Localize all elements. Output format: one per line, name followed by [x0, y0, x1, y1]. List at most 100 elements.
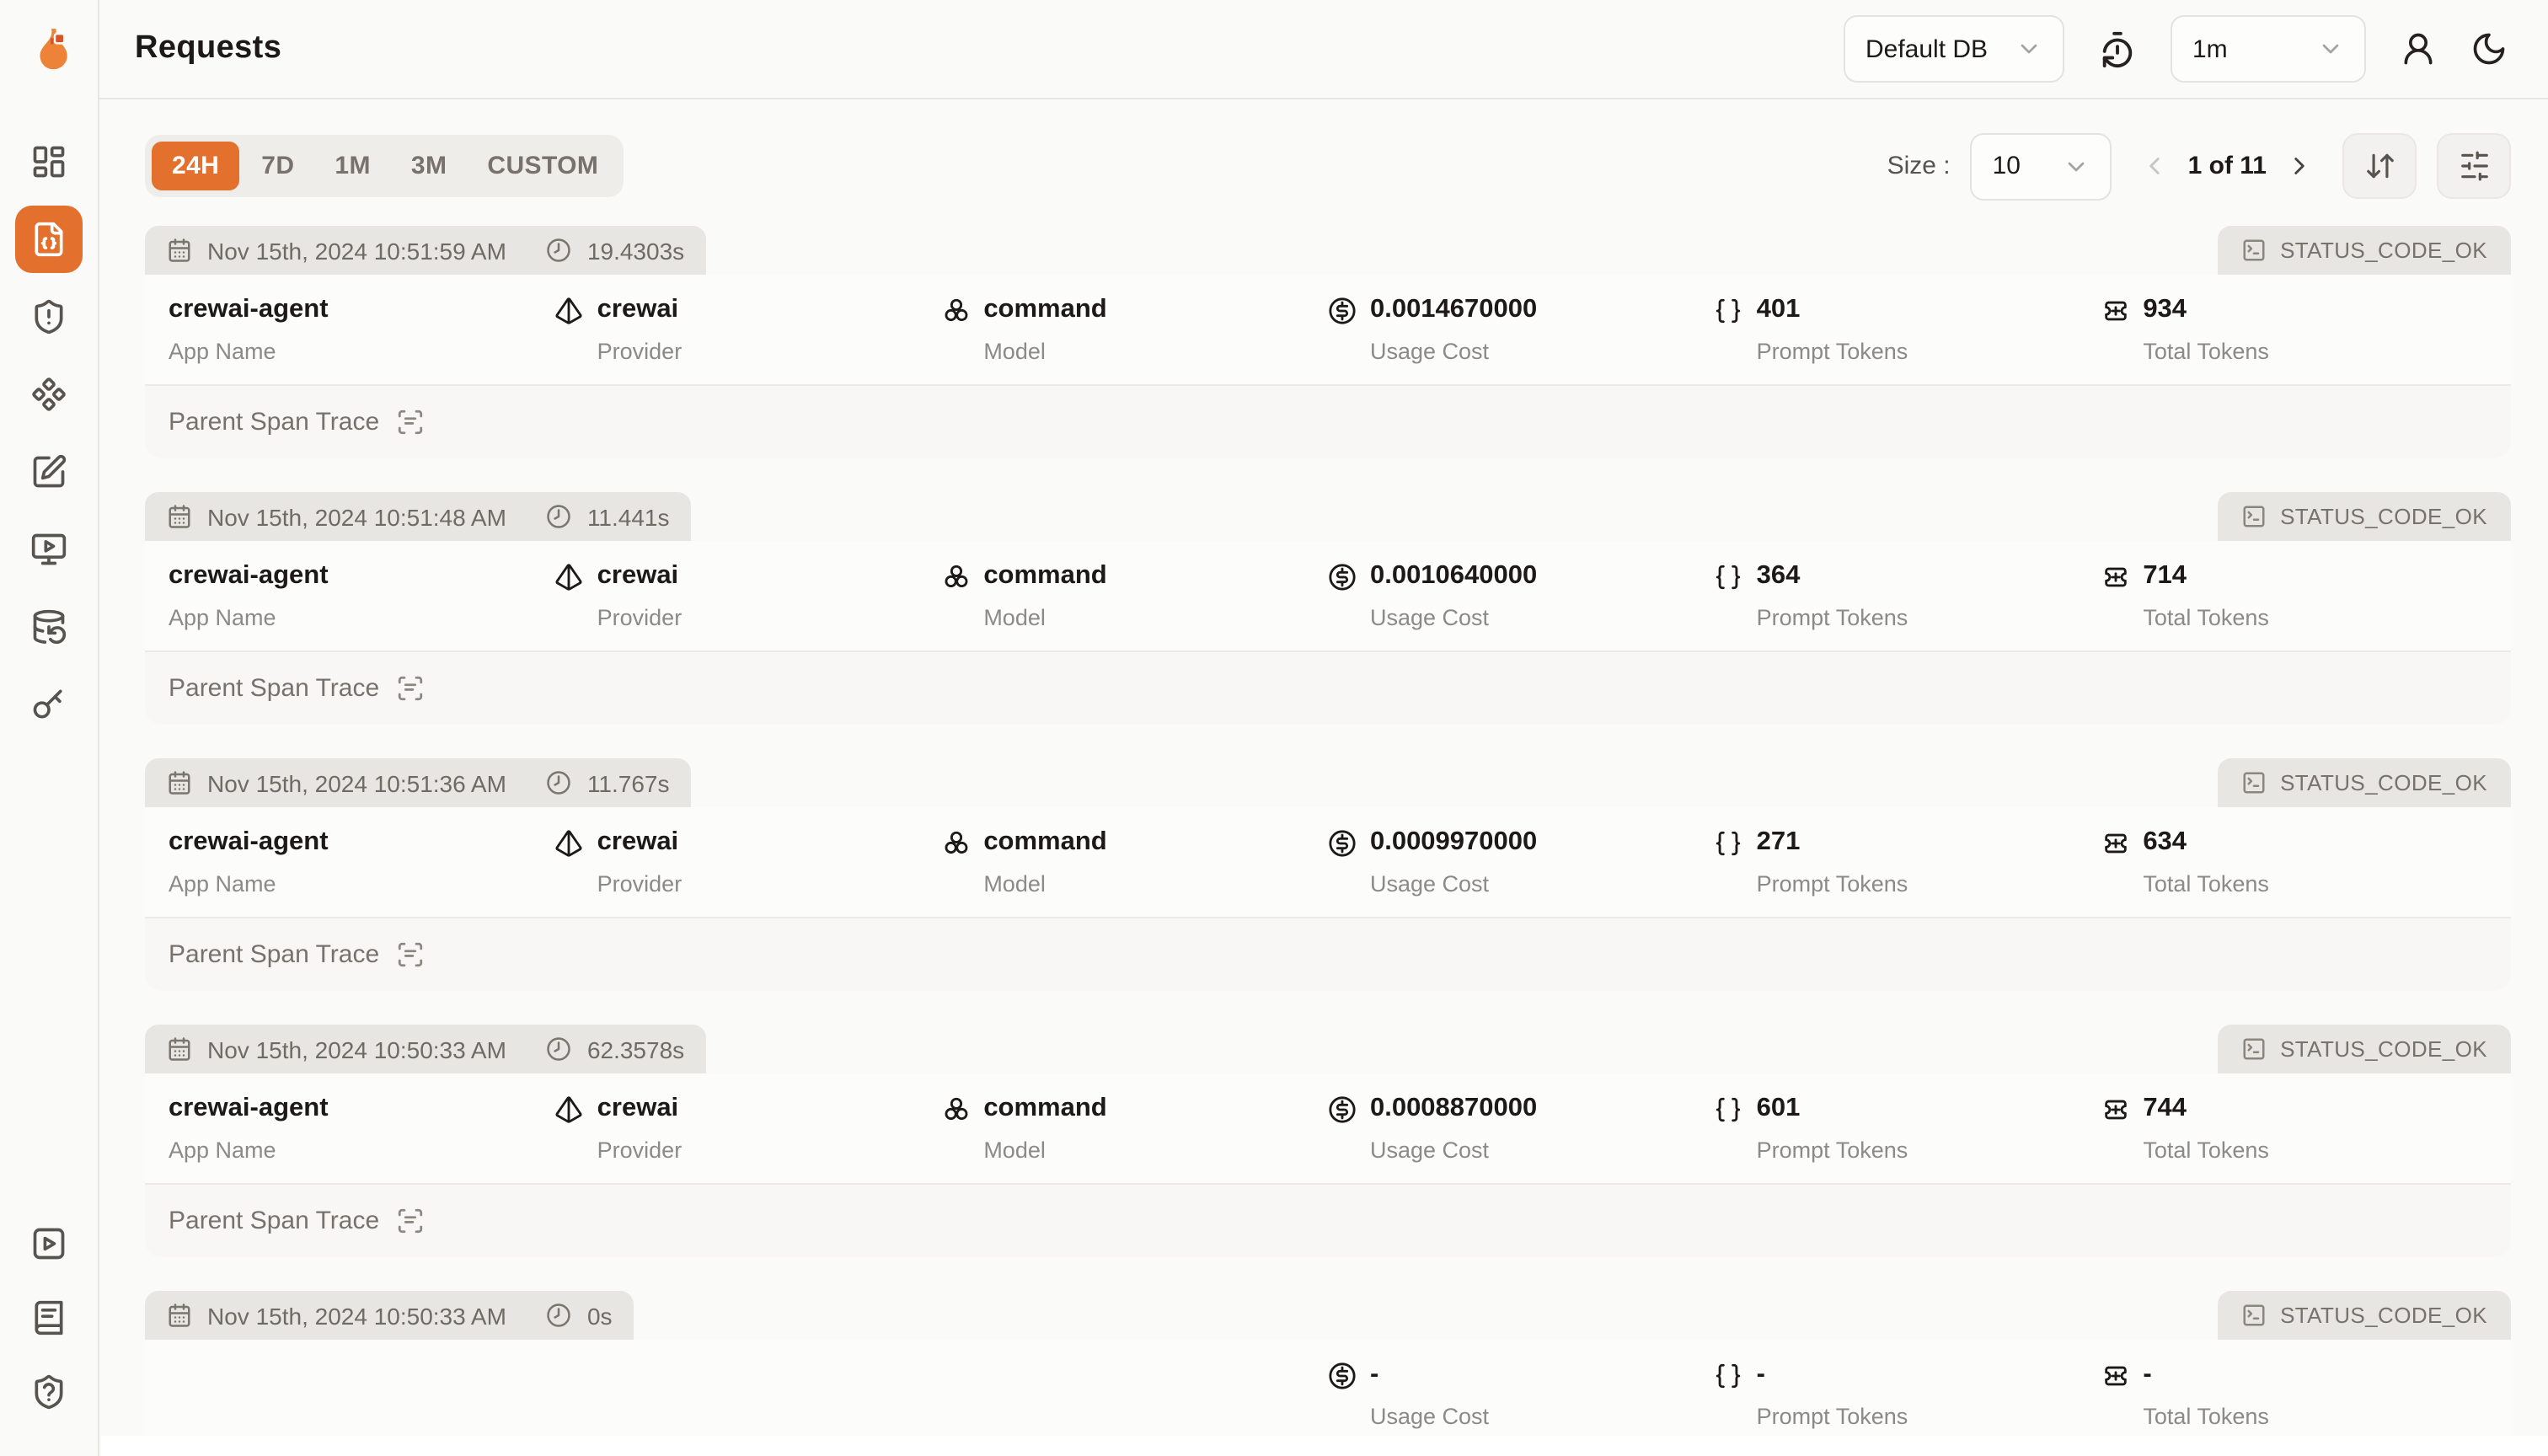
sidebar: [0, 0, 99, 1456]
circle-dollar-icon: [1329, 829, 1356, 856]
sidebar-item-api-keys[interactable]: [10, 666, 88, 743]
field-prompt-tokens: - Prompt Tokens: [1715, 1357, 2101, 1429]
field-total-tokens: 634 Total Tokens: [2101, 824, 2487, 897]
page-indicator: 1 of 11: [2187, 152, 2267, 180]
refresh-interval-value: 1m: [2192, 35, 2228, 63]
app-name-label: App Name: [169, 605, 276, 630]
tab-24h[interactable]: 24H: [152, 142, 240, 190]
app-logo[interactable]: [25, 25, 72, 72]
layout-dashboard-icon: [33, 146, 65, 178]
database-backup-icon: [33, 609, 67, 645]
chevron-down-icon: [2069, 161, 2085, 171]
request-fields-row: App Name Provider: [145, 1340, 2511, 1449]
prev-page-button[interactable]: [2141, 152, 2170, 180]
tab-3m[interactable]: 3M: [410, 152, 447, 180]
card-divider: [145, 650, 2511, 652]
refresh-interval-select[interactable]: 1m: [2171, 15, 2366, 83]
parent-span-trace-row[interactable]: Parent Span Trace: [145, 652, 2511, 725]
database-select[interactable]: Default DB: [1844, 15, 2064, 83]
terminal-icon: [2243, 239, 2265, 261]
parent-span-trace-row[interactable]: Parent Span Trace: [145, 918, 2511, 991]
circle-dollar-icon: [1329, 1362, 1356, 1389]
total-tokens-label: Total Tokens: [2143, 1138, 2269, 1163]
tab-custom[interactable]: CUSTOM: [487, 152, 599, 180]
field-model: command Model: [941, 292, 1328, 364]
sidebar-item-exceptions[interactable]: [10, 278, 88, 356]
total-tokens-label: Total Tokens: [2143, 339, 2269, 364]
request-meta-tab: Nov 15th, 2024 10:50:33 AM 62.3578s: [145, 1025, 707, 1073]
request-card[interactable]: Nov 15th, 2024 10:51:48 AM 11.441s STATU…: [145, 492, 2511, 725]
request-card[interactable]: Nov 15th, 2024 10:51:36 AM 11.767s STATU…: [145, 758, 2511, 991]
parent-span-trace-label: Parent Span Trace: [169, 1207, 380, 1235]
ticket-plus-icon: [2104, 832, 2127, 853]
arrow-down-up-icon: [2366, 153, 2393, 179]
sidebar-item-requests[interactable]: [15, 206, 83, 273]
field-prompt-tokens: 364 Prompt Tokens: [1715, 558, 2101, 630]
field-provider: crewai Provider: [555, 1090, 942, 1163]
total-tokens-value: -: [2143, 1360, 2152, 1389]
provider-label: Provider: [597, 871, 682, 897]
app-name-value: crewai-agent: [169, 1094, 329, 1122]
terminal-icon: [2243, 772, 2265, 794]
chevron-right-icon: [2294, 158, 2304, 174]
sidebar-item-dashboard[interactable]: [10, 123, 88, 201]
monitor-play-icon: [31, 533, 67, 565]
filter-button[interactable]: [2437, 133, 2511, 199]
profile-button[interactable]: [2400, 30, 2437, 67]
sidebar-item-support[interactable]: [10, 1355, 88, 1429]
usage-cost-value: 0.0009970000: [1369, 827, 1538, 856]
request-list: Nov 15th, 2024 10:51:59 AM 19.4303s STAT…: [145, 226, 2511, 1456]
provider-value: crewai: [597, 295, 679, 324]
field-total-tokens: 744 Total Tokens: [2101, 1090, 2487, 1163]
sidebar-item-database-config[interactable]: [10, 588, 88, 666]
calendar-icon: [169, 238, 190, 262]
terminal-icon: [2243, 506, 2265, 527]
request-card-tabs: Nov 15th, 2024 10:50:33 AM 62.3578s STAT…: [145, 1025, 2511, 1073]
dark-mode-toggle[interactable]: [2470, 30, 2508, 67]
sidebar-item-playground[interactable]: [10, 511, 88, 588]
scan-text-icon: [398, 942, 423, 967]
prompt-tokens-value: 364: [1756, 561, 1801, 590]
moon-icon: [2473, 33, 2505, 65]
parent-span-trace-label: Parent Span Trace: [169, 408, 380, 436]
field-total-tokens: 934 Total Tokens: [2101, 292, 2487, 364]
request-card[interactable]: Nov 15th, 2024 10:50:33 AM 62.3578s STAT…: [145, 1025, 2511, 1257]
field-prompt-tokens: 401 Prompt Tokens: [1715, 292, 2101, 364]
card-divider: [145, 917, 2511, 918]
request-fields-row: crewai-agent App Name crewai Provider: [145, 541, 2511, 650]
clock-icon: [548, 505, 571, 528]
field-app-name: crewai-agent App Name: [169, 292, 555, 364]
chevron-down-icon: [2322, 44, 2339, 54]
tab-1m[interactable]: 1M: [335, 152, 371, 180]
request-card-body: crewai-agent App Name crewai Provider: [145, 807, 2511, 991]
tab-7d[interactable]: 7D: [261, 152, 295, 180]
usage-cost-label: Usage Cost: [1369, 339, 1490, 364]
page-title: Requests: [135, 30, 282, 66]
page-size-select[interactable]: 10: [1970, 132, 2112, 200]
braces-icon: [1716, 564, 1741, 589]
total-tokens-value: 744: [2143, 1094, 2187, 1122]
request-fields-row: crewai-agent App Name crewai Provider: [145, 807, 2511, 917]
card-divider: [145, 384, 2511, 386]
parent-span-trace-row[interactable]: Parent Span Trace: [145, 1185, 2511, 1257]
request-card-tabs: Nov 15th, 2024 10:51:59 AM 19.4303s STAT…: [145, 226, 2511, 275]
provider-value: crewai: [597, 1094, 679, 1122]
boxes-icon: [944, 830, 967, 854]
sort-button[interactable]: [2342, 133, 2417, 199]
request-card[interactable]: Nov 15th, 2024 10:51:59 AM 19.4303s STAT…: [145, 226, 2511, 458]
sidebar-item-prompt-hub[interactable]: [10, 356, 88, 433]
total-tokens-value: 714: [2143, 561, 2187, 590]
sidebar-item-documentation[interactable]: [10, 1281, 88, 1355]
status-badge: STATUS_CODE_OK: [2218, 1291, 2511, 1340]
prompt-tokens-label: Prompt Tokens: [1756, 871, 1908, 897]
sidebar-item-evaluations[interactable]: [10, 433, 88, 511]
request-card[interactable]: Nov 15th, 2024 10:50:33 AM 0s STATUS_COD…: [145, 1291, 2511, 1456]
shield-question-icon: [35, 1374, 63, 1410]
prompt-tokens-value: 401: [1756, 295, 1801, 324]
sidebar-item-getting-started[interactable]: [10, 1207, 88, 1281]
usage-cost-label: Usage Cost: [1369, 605, 1490, 630]
request-duration: 11.441s: [586, 503, 670, 530]
next-page-button[interactable]: [2285, 152, 2314, 180]
parent-span-trace-row[interactable]: Parent Span Trace: [145, 386, 2511, 458]
refresh-timer-button[interactable]: [2098, 29, 2137, 68]
